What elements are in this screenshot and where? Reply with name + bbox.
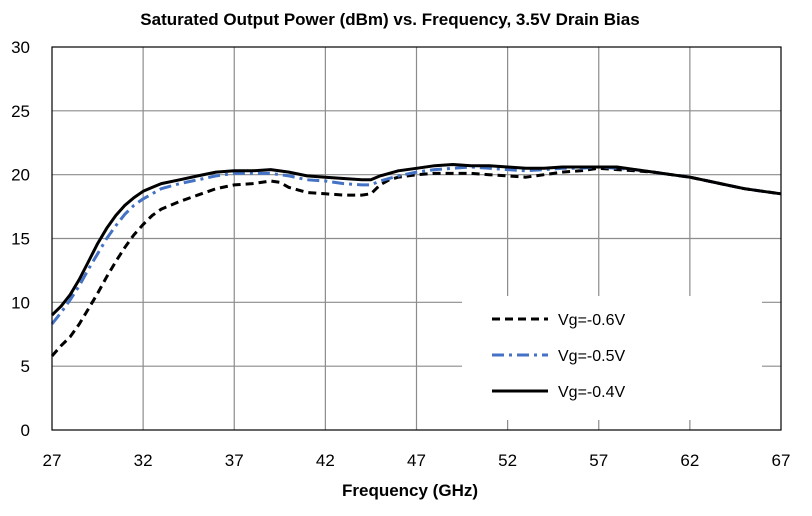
x-tick-label: 27 [43, 451, 62, 470]
y-tick-label: 30 [11, 38, 30, 57]
tick-labels: 27 32 37 42 47 52 57 62 67 0 5 10 15 20 25 30 [11, 38, 790, 470]
legend-label-2: Vg=-0.5V [558, 348, 625, 365]
plot-frame [51, 46, 782, 431]
x-tick-label: 37 [225, 451, 244, 470]
x-tick-label: 47 [407, 451, 426, 470]
y-tick-label: 5 [21, 357, 30, 376]
legend: Vg=-0.6V Vg=-0.5V Vg=-0.4V [462, 296, 762, 420]
x-tick-label: 67 [772, 451, 791, 470]
legend-box [462, 296, 762, 420]
y-tick-label: 25 [11, 102, 30, 121]
x-tick-label: 32 [134, 451, 153, 470]
y-tick-label: 10 [11, 293, 30, 312]
series-line-1 [50, 166, 782, 357]
legend-label-3: Vg=-0.4V [558, 384, 625, 401]
y-tick-label: 15 [11, 230, 30, 249]
series-lines [50, 163, 782, 357]
x-tick-label: 42 [316, 451, 335, 470]
series-line-3 [50, 163, 782, 317]
chart-title: Saturated Output Power (dBm) vs. Frequen… [140, 10, 639, 29]
y-tick-label: 0 [21, 421, 30, 440]
x-tick-label: 52 [498, 451, 517, 470]
x-tick-label: 62 [680, 451, 699, 470]
x-axis-label: Frequency (GHz) [342, 481, 478, 500]
legend-label-1: Vg=-0.6V [558, 312, 625, 329]
y-tick-label: 20 [11, 166, 30, 185]
x-tick-label: 57 [589, 451, 608, 470]
